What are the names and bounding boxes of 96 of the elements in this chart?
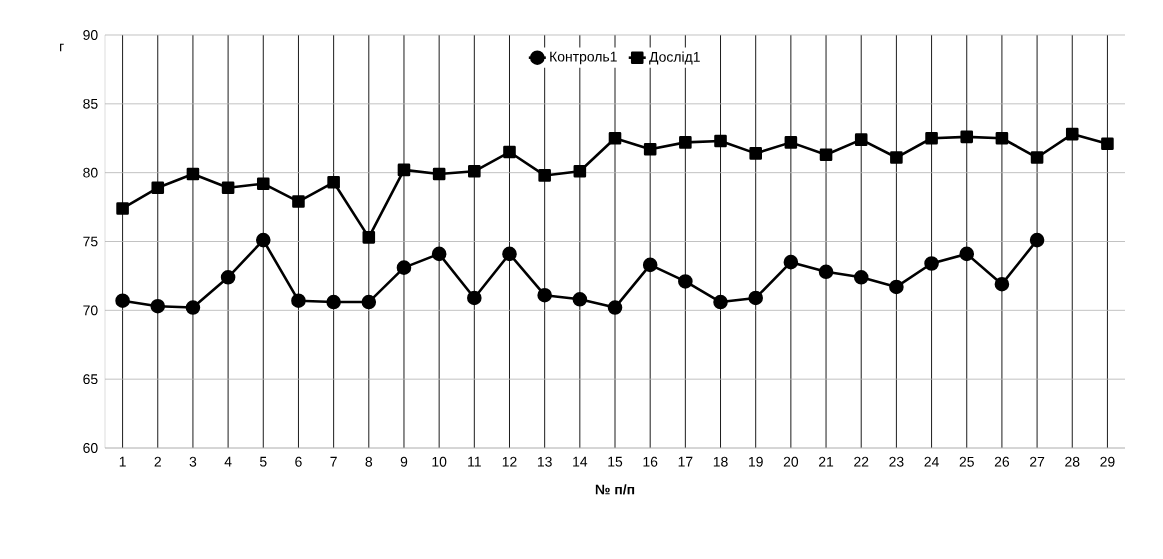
point: [854, 133, 868, 146]
point: [361, 294, 377, 310]
point: [818, 264, 834, 280]
point: [573, 164, 587, 178]
point: [714, 134, 727, 148]
x-tick-label: 5: [259, 456, 267, 467]
point: [643, 142, 657, 156]
point: [538, 169, 551, 182]
point: [995, 131, 1009, 145]
point: [925, 131, 938, 145]
point: [362, 231, 376, 244]
point: [502, 246, 517, 262]
x-tick-label: 17: [678, 456, 693, 467]
point: [220, 269, 236, 285]
x-tick-label: 24: [924, 456, 939, 467]
y-tick-label: 65: [83, 374, 98, 385]
point: [115, 293, 130, 308]
point: [994, 276, 1010, 292]
x-tick-label: 6: [295, 456, 302, 467]
x-axis-title: № п/п: [595, 484, 635, 495]
x-tick-label: 3: [189, 456, 197, 467]
x-tick-label: 11: [468, 456, 481, 467]
point: [713, 294, 728, 310]
point: [150, 298, 166, 314]
x-tick-label: 19: [749, 456, 763, 467]
x-tick-label: 12: [502, 456, 517, 467]
legend-label: Дослід1: [649, 51, 700, 65]
point: [292, 195, 305, 208]
point: [642, 257, 658, 273]
x-tick-label: 10: [432, 456, 447, 467]
point: [784, 136, 798, 149]
point: [1030, 151, 1044, 164]
point: [853, 269, 869, 285]
point: [396, 260, 412, 275]
point: [185, 300, 201, 315]
x-tick-label: 1: [119, 456, 126, 467]
point: [572, 292, 588, 307]
point: [959, 246, 975, 262]
point: [960, 130, 974, 144]
y-tick-label: 90: [83, 30, 98, 40]
point: [291, 293, 306, 308]
point: [537, 287, 552, 303]
x-tick-label: 20: [783, 456, 799, 467]
point: [890, 151, 903, 164]
x-tick-label: 16: [643, 456, 658, 467]
y-tick-label: 70: [83, 305, 98, 316]
x-tick-label: 25: [959, 456, 974, 467]
point: [468, 164, 481, 178]
x-tick-label: 9: [400, 456, 408, 467]
point: [679, 136, 692, 149]
legend-label: Контроль1: [550, 51, 617, 65]
point: [607, 300, 623, 315]
point: [186, 167, 200, 181]
point: [467, 290, 482, 306]
x-tick-label: 2: [154, 456, 161, 467]
point: [151, 181, 165, 195]
point: [432, 167, 446, 181]
y-tick-label: 80: [83, 167, 98, 178]
y-tick-label: 75: [83, 236, 98, 247]
point: [1101, 137, 1114, 151]
x-tick-label: 15: [608, 456, 623, 467]
point: [1065, 127, 1079, 141]
point: [327, 176, 340, 189]
point: [1029, 232, 1045, 248]
point: [116, 202, 129, 215]
point: [221, 181, 235, 195]
point: [749, 147, 762, 160]
point: [819, 148, 833, 162]
y-tick-label: 85: [83, 98, 98, 109]
x-tick-label: 22: [854, 456, 869, 467]
point: [748, 290, 763, 306]
x-tick-label: 23: [889, 456, 904, 467]
x-tick-label: 7: [330, 456, 337, 467]
point: [326, 294, 341, 310]
point: [678, 274, 693, 289]
x-tick-label: 21: [818, 456, 834, 467]
x-tick-label: 14: [573, 456, 588, 467]
point: [783, 254, 799, 270]
x-tick-label: 28: [1065, 456, 1080, 467]
x-tick-label: 26: [994, 456, 1010, 467]
point: [503, 145, 516, 159]
x-tick-label: 29: [1100, 456, 1115, 467]
point: [255, 232, 271, 248]
x-tick-label: 8: [365, 456, 373, 467]
point: [431, 246, 447, 262]
point: [256, 177, 270, 190]
point: [924, 256, 939, 271]
y-tick-label: 60: [83, 443, 98, 453]
x-tick-label: 13: [537, 456, 552, 467]
y-axis-title: г: [60, 43, 64, 52]
x-tick-label: 4: [224, 456, 232, 467]
point: [397, 163, 411, 177]
point: [608, 131, 622, 145]
x-tick-label: 18: [713, 456, 728, 467]
point: [889, 279, 904, 295]
x-tick-label: 27: [1030, 456, 1045, 467]
